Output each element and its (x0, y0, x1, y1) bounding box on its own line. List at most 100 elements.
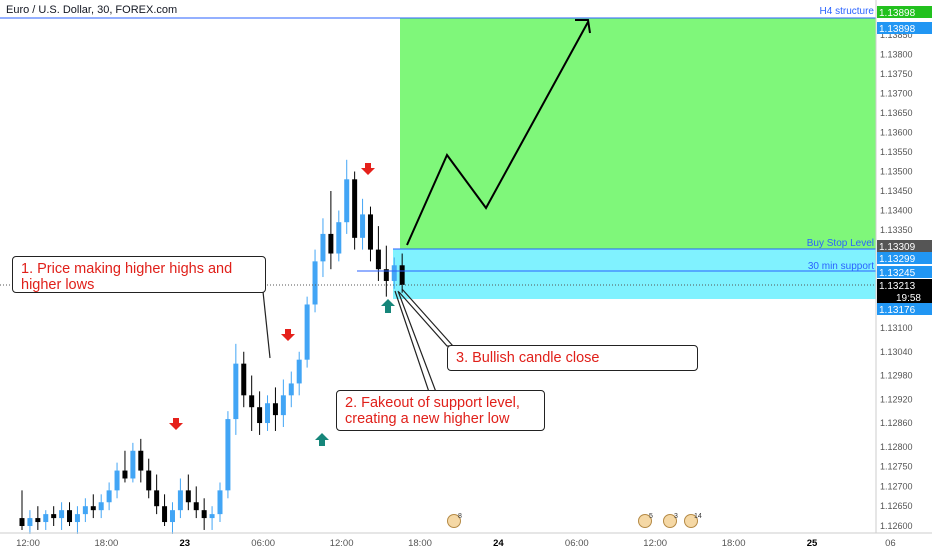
price-tag-buy-stop: 1.13309 (877, 240, 932, 253)
svg-text:1.13299: 1.13299 (879, 254, 916, 265)
down-arrow-icon (281, 329, 295, 341)
y-tick-label: 1.13850 (880, 30, 913, 40)
candles-group (19, 159, 405, 534)
y-tick-label: 1.13100 (880, 323, 913, 333)
annotation-1: 1. Price making higher highs and higher … (12, 256, 266, 293)
x-tick-label: 12:00 (643, 538, 667, 549)
x-tick-label: 06 (885, 538, 896, 549)
x-tick-label: 23 (180, 538, 191, 549)
svg-text:1.13176: 1.13176 (879, 305, 916, 316)
candle-body (177, 490, 183, 511)
event-badge[interactable]: 8 (447, 513, 463, 528)
y-tick-label: 1.13700 (880, 89, 913, 99)
svg-text:5: 5 (649, 513, 653, 520)
candle-body (35, 518, 41, 523)
candle-body (201, 510, 207, 519)
candle-body (169, 510, 175, 523)
candle-body (280, 395, 286, 416)
pointer-1 (261, 281, 271, 359)
candle-body (146, 470, 152, 491)
candle-body (19, 518, 25, 526)
y-tick-label: 1.13800 (880, 50, 913, 60)
candle-body (336, 222, 342, 254)
x-tick-label: 24 (493, 538, 504, 549)
annotation-3: 3. Bullish candle close (447, 345, 698, 371)
candle-body (265, 403, 271, 424)
candle-body (257, 407, 263, 424)
y-tick-label: 1.12650 (880, 501, 913, 511)
y-tick-label: 1.12920 (880, 394, 913, 404)
annotation-3-text: 3. Bullish candle close (456, 350, 600, 366)
event-badge[interactable]: 3 (663, 513, 679, 528)
x-tick-label: 12:00 (16, 538, 40, 549)
annotation-2: 2. Fakeout of support level, creating a … (336, 390, 545, 431)
candle-body (249, 395, 255, 408)
candle-body (193, 502, 199, 511)
candle-body (352, 179, 358, 238)
candle-body (138, 450, 144, 471)
y-tick-label: 1.13350 (880, 225, 913, 235)
candle-body (399, 265, 405, 285)
pointer-2 (394, 290, 437, 393)
svg-text:1.13898: 1.13898 (879, 24, 916, 35)
price-tag-top2: 1.13898 (877, 22, 932, 35)
candle-body (82, 506, 88, 515)
y-tick-label: 1.13650 (880, 108, 913, 118)
support-label: 30 min support (808, 261, 874, 272)
x-tick-label: 18:00 (722, 538, 746, 549)
y-tick-label: 1.13600 (880, 128, 913, 138)
svg-text:3: 3 (674, 513, 678, 520)
projection-arrowhead (575, 19, 591, 34)
y-tick-label: 1.13450 (880, 186, 913, 196)
candle-body (233, 363, 239, 420)
candle-body (241, 363, 247, 396)
up-arrow-icon (315, 433, 329, 446)
y-tick-label: 1.13750 (880, 69, 913, 79)
candle-body (391, 265, 397, 281)
candle-body (383, 269, 389, 281)
y-tick-label: 1.12980 (880, 371, 913, 381)
candle-body (74, 514, 80, 523)
annotation-1-text: 1. Price making higher highs and higher … (21, 261, 233, 293)
event-badge[interactable]: 5 (638, 513, 654, 528)
candle-body (328, 233, 334, 254)
candle-body (304, 304, 310, 360)
candle-body (130, 450, 136, 479)
y-tick-label: 1.13500 (880, 167, 913, 177)
price-tag-bottom: 1.13176 (877, 303, 932, 316)
price-tag-blue1: 1.13299 (877, 252, 932, 265)
candle-body (162, 506, 168, 523)
candle-body (367, 214, 373, 250)
svg-text:1.13213: 1.13213 (879, 281, 916, 292)
price-tag-current: 1.13213 (877, 279, 932, 292)
candle-body (98, 502, 104, 511)
target-zone (400, 18, 876, 249)
svg-text:8: 8 (458, 513, 462, 520)
candle-body (59, 510, 65, 519)
candle-body (375, 249, 381, 270)
price-tag-top1: 1.13898 (877, 6, 932, 19)
annotation-2-text: 2. Fakeout of support level, creating a … (345, 395, 520, 427)
x-tick-label: 06:00 (565, 538, 589, 549)
candle-body (122, 470, 128, 479)
svg-text:1.13245: 1.13245 (879, 268, 916, 279)
y-tick-label: 1.13550 (880, 147, 913, 157)
up-arrow-icon (381, 299, 395, 313)
candle-body (154, 490, 160, 507)
h4-structure-label: H4 structure (820, 6, 875, 17)
candle-body (344, 179, 350, 223)
x-tick-label: 18:00 (95, 538, 119, 549)
y-tick-label: 1.12860 (880, 418, 913, 428)
y-tick-label: 1.13040 (880, 347, 913, 357)
candle-body (106, 490, 112, 503)
y-tick-label: 1.12750 (880, 462, 913, 472)
event-badge[interactable]: 14 (684, 513, 702, 528)
candle-body (217, 490, 223, 515)
x-tick-label: 18:00 (408, 538, 432, 549)
candle-body (51, 514, 57, 519)
candle-body (27, 518, 33, 526)
candle-body (209, 514, 215, 519)
svg-text:1.13898: 1.13898 (879, 8, 916, 19)
down-arrow-icon (169, 418, 183, 430)
